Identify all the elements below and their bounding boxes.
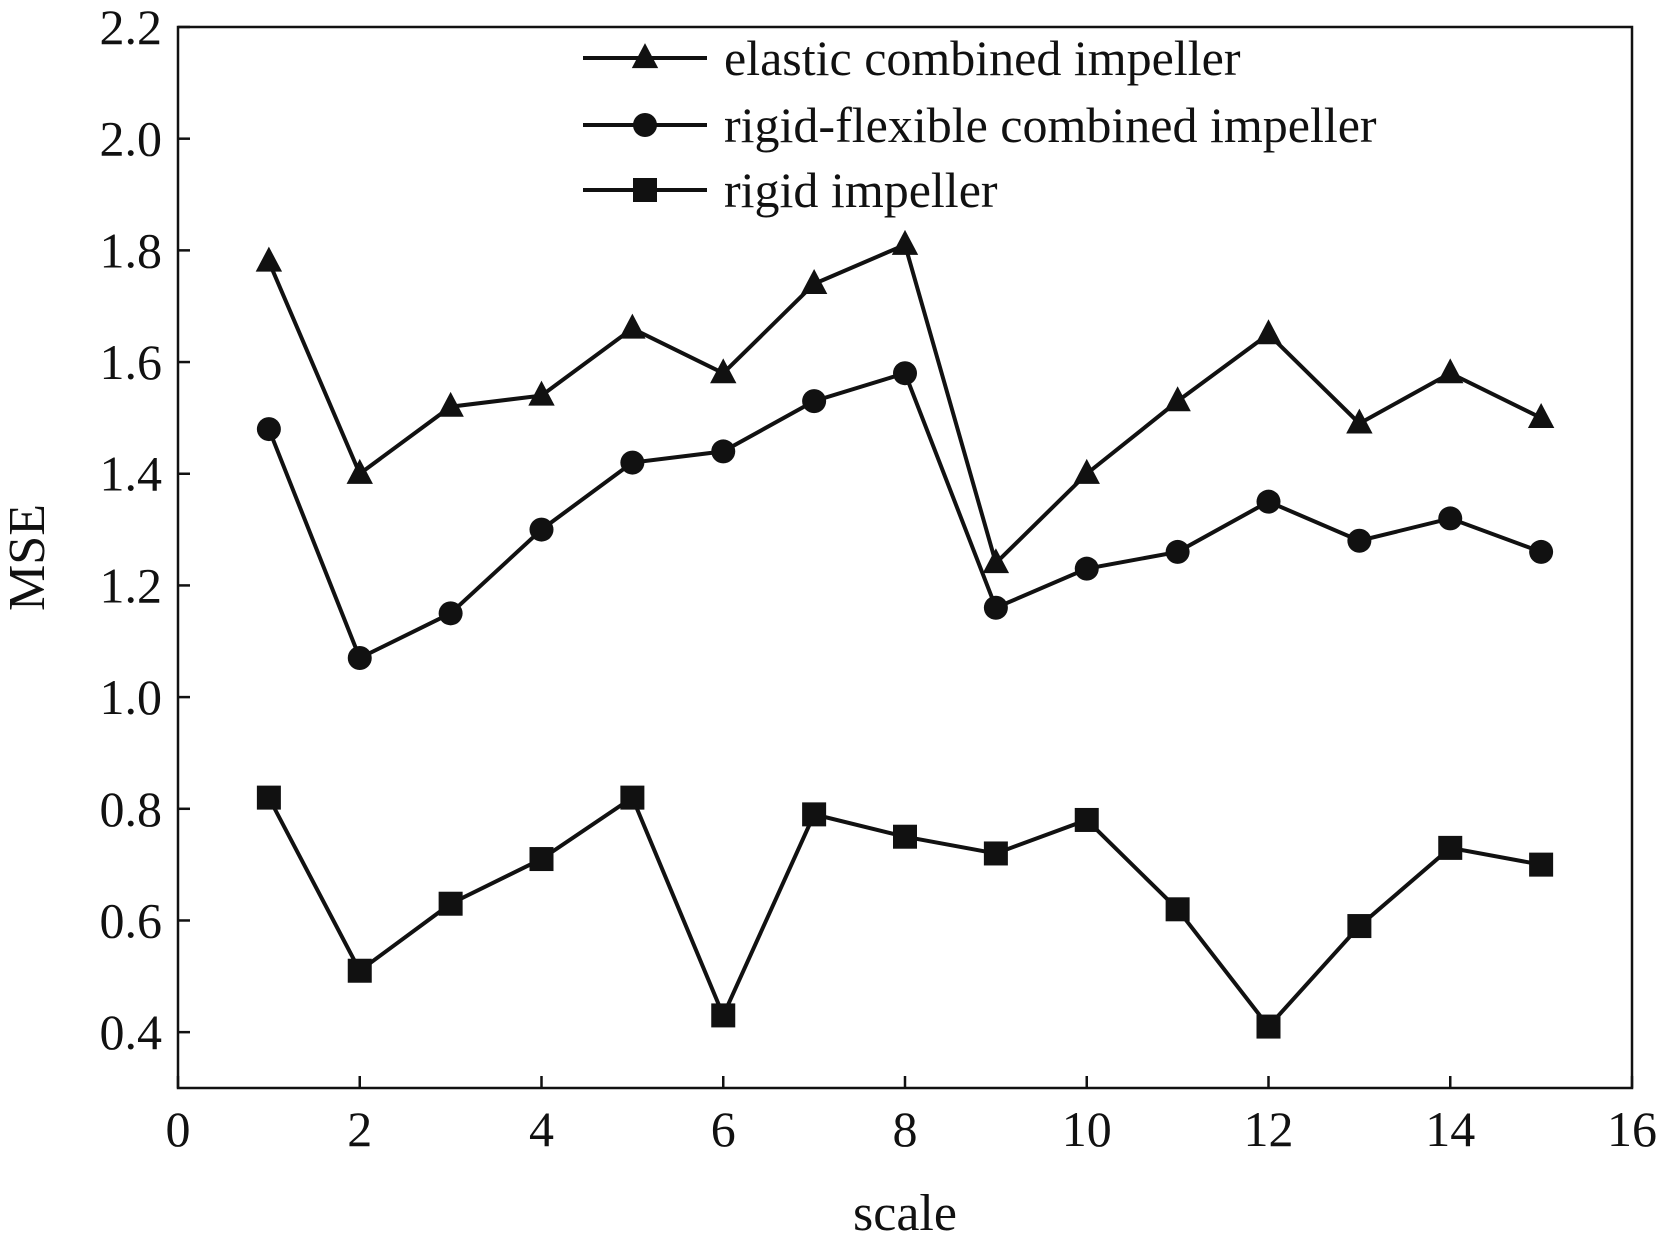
series-triangle: [255, 229, 1555, 574]
data-point-square: [1074, 807, 1099, 832]
data-point-triangle: [710, 358, 737, 384]
legend-item: elastic combined impeller: [583, 30, 1241, 86]
x-tick-label: 12: [1244, 1101, 1294, 1157]
data-point-square: [711, 1003, 736, 1028]
x-tick-label: 6: [711, 1101, 736, 1157]
x-tick-label: 2: [347, 1101, 372, 1157]
series-group: [255, 229, 1555, 1039]
data-point-circle: [711, 439, 736, 464]
data-point-square: [529, 847, 554, 872]
data-point-square: [1256, 1014, 1281, 1039]
y-tick-label: 1.4: [100, 446, 163, 502]
y-tick-label: 1.6: [100, 334, 163, 390]
data-point-circle: [1074, 556, 1099, 581]
x-tick-label: 10: [1062, 1101, 1112, 1157]
data-point-circle: [1165, 539, 1190, 564]
data-point-circle: [529, 517, 554, 542]
y-tick-label: 2.2: [100, 0, 163, 55]
data-point-circle: [802, 389, 827, 414]
data-point-circle: [1438, 506, 1463, 531]
x-tick-label: 8: [893, 1101, 918, 1157]
data-point-circle: [1347, 528, 1372, 553]
legend-marker-triangle: [631, 43, 659, 69]
data-point-triangle: [800, 268, 828, 294]
data-point-square: [1347, 914, 1372, 939]
data-point-triangle: [1164, 386, 1191, 412]
data-point-triangle: [1073, 458, 1100, 484]
data-point-triangle: [1346, 408, 1373, 434]
legend-item: rigid impeller: [583, 162, 998, 218]
series-circle: [256, 361, 1554, 671]
data-point-square: [893, 824, 917, 849]
y-tick-label: 1.0: [100, 669, 163, 725]
data-point-triangle: [982, 548, 1010, 574]
data-point-circle: [256, 417, 281, 442]
x-tick-label: 4: [529, 1101, 554, 1157]
data-point-square: [1438, 835, 1463, 860]
y-tick-label: 1.8: [100, 222, 163, 278]
x-axis-title: scale: [853, 1185, 957, 1239]
x-tick-label: 0: [166, 1101, 191, 1157]
data-point-circle: [1529, 539, 1554, 564]
data-point-triangle: [1527, 403, 1555, 428]
data-point-square: [1165, 897, 1190, 922]
series-line: [267, 242, 1543, 567]
data-point-circle: [893, 361, 917, 386]
data-point-triangle: [619, 313, 646, 339]
data-point-square: [438, 891, 463, 916]
data-point-triangle: [437, 391, 464, 417]
legend-label: elastic combined impeller: [724, 30, 1241, 86]
data-point-triangle: [346, 458, 373, 484]
data-point-circle: [620, 450, 645, 475]
data-point-triangle: [1255, 319, 1282, 345]
data-point-circle: [347, 646, 372, 671]
data-point-square: [802, 802, 827, 827]
y-tick-label: 2.0: [100, 111, 163, 167]
data-point-square: [983, 841, 1008, 866]
x-tick-label: 14: [1425, 1101, 1475, 1157]
data-point-triangle: [528, 380, 555, 406]
y-tick-label: 0.8: [100, 781, 163, 837]
data-point-square: [620, 785, 645, 810]
data-point-triangle: [255, 246, 283, 272]
y-tick-label: 1.2: [100, 557, 163, 613]
series-square: [256, 785, 1554, 1039]
x-tick-label: 16: [1607, 1101, 1657, 1157]
data-point-triangle: [1437, 358, 1464, 384]
data-point-circle: [438, 601, 463, 626]
legend-label: rigid-flexible combined impeller: [724, 97, 1377, 153]
legend-item: rigid-flexible combined impeller: [583, 97, 1377, 153]
data-point-circle: [1256, 489, 1281, 514]
y-tick-label: 0.4: [100, 1004, 163, 1060]
legend-label: rigid impeller: [724, 162, 998, 218]
data-point-square: [1529, 852, 1554, 877]
data-point-square: [347, 958, 372, 983]
data-point-square: [256, 785, 281, 810]
data-point-triangle: [891, 229, 919, 255]
legend-marker-square: [633, 178, 657, 202]
y-axis-title: MSE: [0, 504, 56, 611]
legend: elastic combined impeller rigid-flexible …: [583, 30, 1377, 218]
legend-marker-circle: [633, 113, 657, 137]
y-tick-label: 0.6: [100, 892, 163, 948]
data-point-circle: [983, 595, 1008, 620]
